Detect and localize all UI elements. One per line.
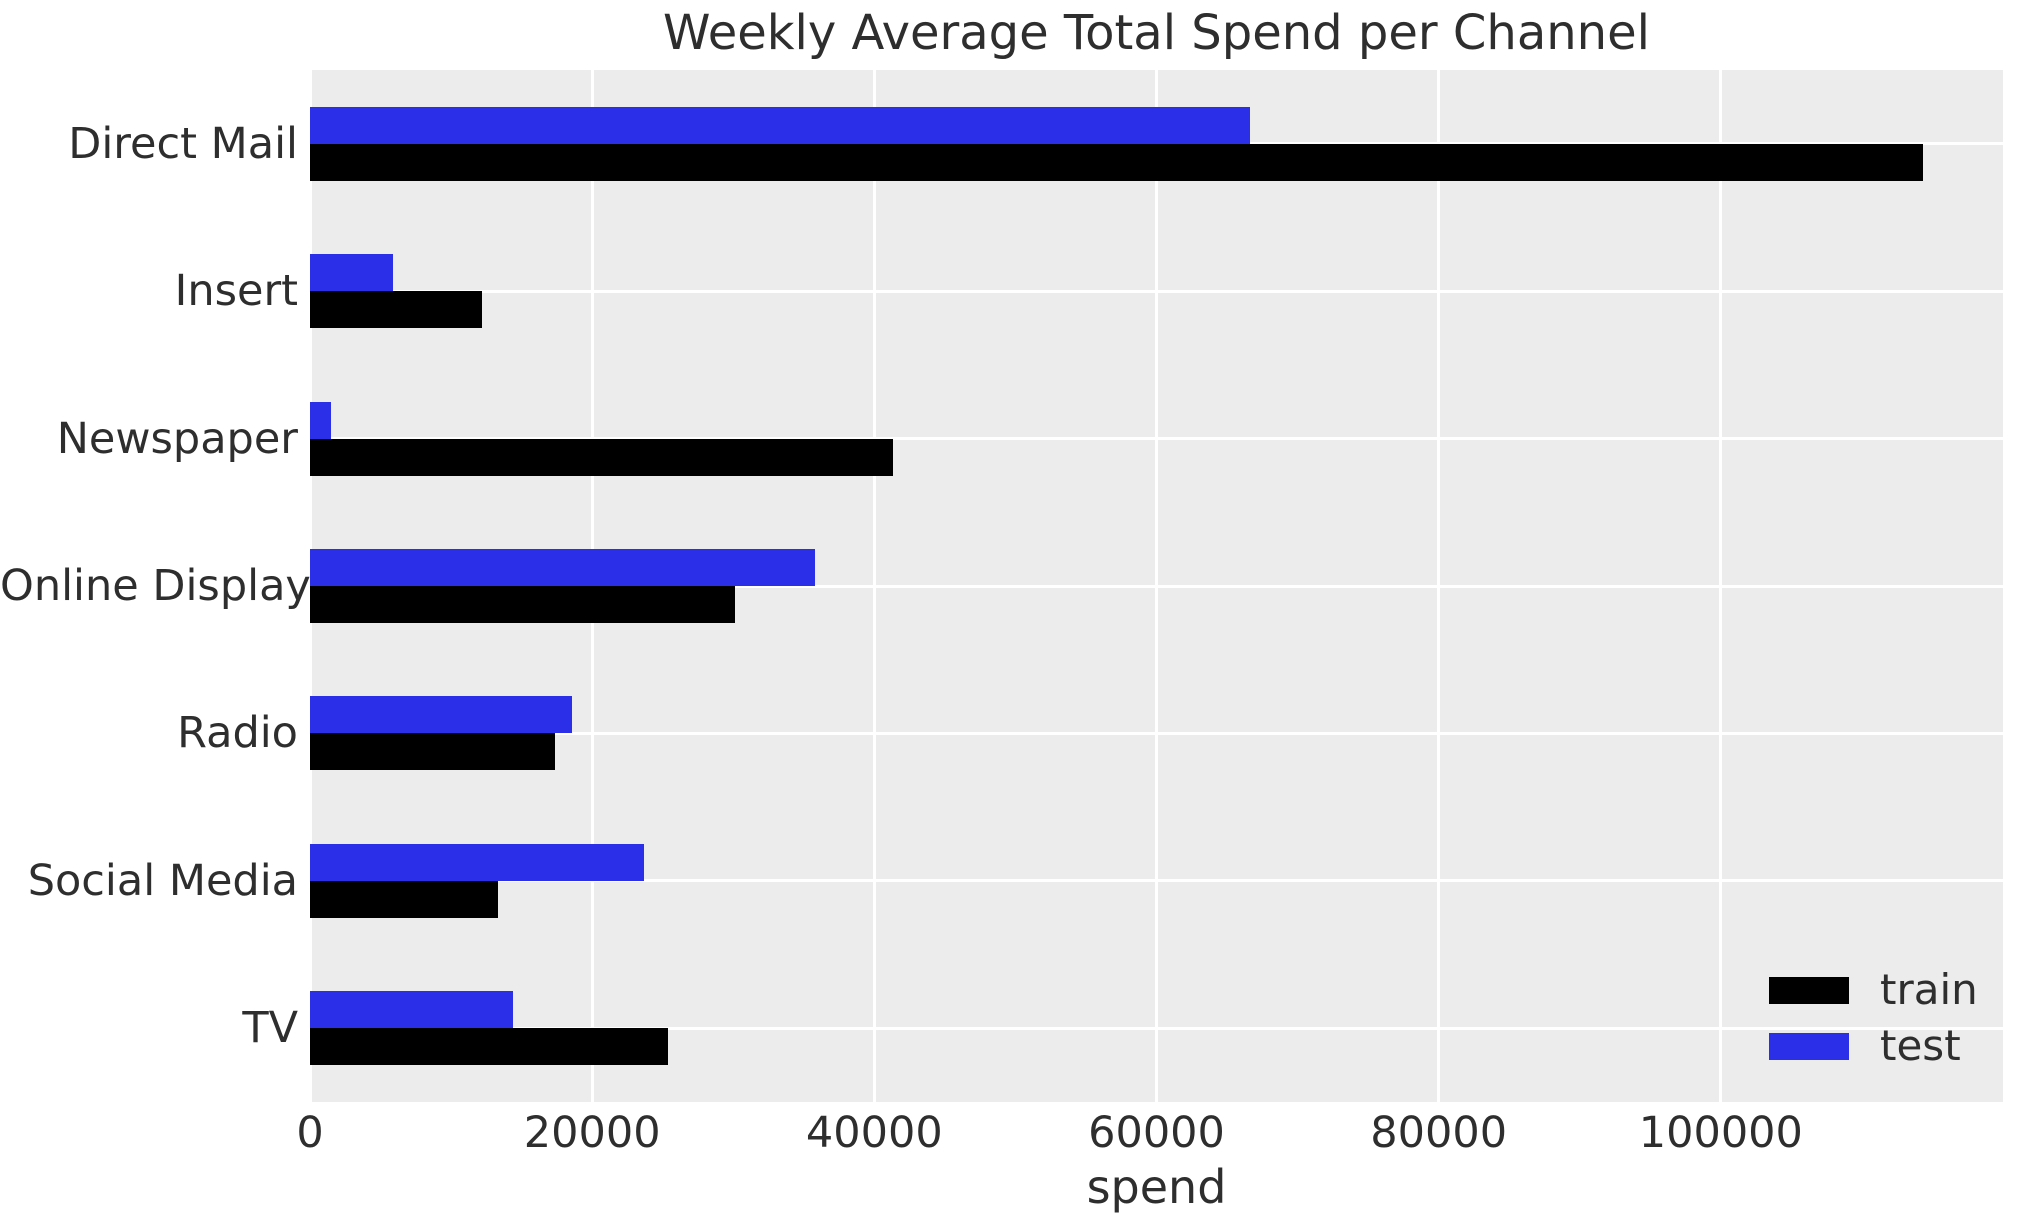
bar-test-social-media xyxy=(310,843,645,881)
x-tick-label-0: 0 xyxy=(296,1108,324,1158)
test-swatch-icon xyxy=(1769,1032,1849,1060)
chart-title: Weekly Average Total Spend per Channel xyxy=(663,5,1650,61)
bar-train-online-display xyxy=(310,586,735,623)
legend-label-train: train xyxy=(1880,965,1978,1014)
x-tick-label-20000: 20000 xyxy=(523,1108,661,1158)
legend-item-test: test xyxy=(1769,1018,1978,1074)
y-tick-label-insert: Insert xyxy=(174,266,298,317)
y-gridline-online-display xyxy=(310,584,2003,588)
bar-test-insert xyxy=(310,254,394,292)
bar-train-tv xyxy=(310,1028,669,1066)
legend: train test xyxy=(1769,962,1978,1074)
bar-train-insert xyxy=(310,291,483,329)
bar-test-tv xyxy=(310,991,514,1029)
x-axis-label: spend xyxy=(1086,1160,1227,1214)
bar-train-social-media xyxy=(310,880,498,918)
x-tick-label-40000: 40000 xyxy=(805,1108,943,1158)
x-tick-label-100000: 100000 xyxy=(1638,1108,1803,1158)
bar-test-newspaper xyxy=(310,401,332,439)
y-tick-label-newspaper: Newspaper xyxy=(56,413,298,464)
bar-test-online-display xyxy=(310,549,816,586)
train-swatch-icon xyxy=(1769,976,1849,1004)
bar-train-direct-mail xyxy=(310,143,1923,181)
y-gridline-radio xyxy=(310,731,2003,735)
bar-test-direct-mail xyxy=(310,106,1250,144)
plot-area xyxy=(310,70,2003,1102)
y-gridline-newspaper xyxy=(310,437,2003,441)
bar-train-radio xyxy=(310,733,556,771)
y-tick-label-online-display: Online Display xyxy=(0,561,311,611)
y-gridline-insert xyxy=(310,289,2003,293)
x-tick-label-80000: 80000 xyxy=(1370,1108,1508,1158)
y-gridline-social-media xyxy=(310,879,2003,883)
legend-item-train: train xyxy=(1769,962,1978,1018)
y-tick-label-tv: TV xyxy=(242,1003,298,1054)
bar-train-newspaper xyxy=(310,438,893,476)
y-tick-label-radio: Radio xyxy=(177,708,298,759)
legend-label-test: test xyxy=(1880,1021,1961,1070)
y-tick-label-social-media: Social Media xyxy=(27,855,298,906)
x-tick-label-60000: 60000 xyxy=(1088,1108,1225,1158)
y-tick-label-direct-mail: Direct Mail xyxy=(68,118,298,169)
bar-test-radio xyxy=(310,696,573,734)
y-gridline-tv xyxy=(310,1026,2003,1030)
